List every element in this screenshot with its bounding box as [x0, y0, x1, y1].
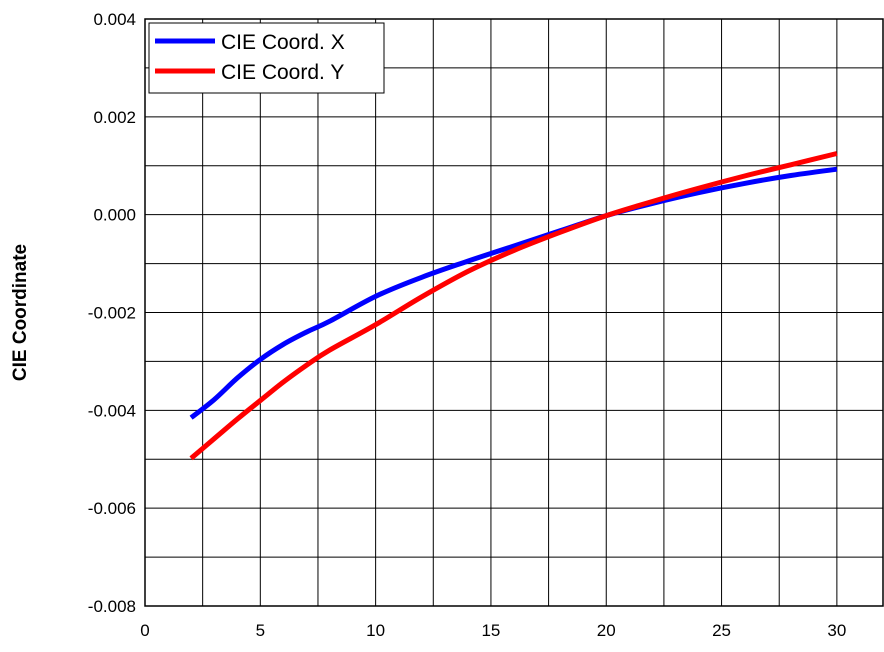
y-tick-label: 0.004	[93, 10, 136, 29]
legend-label: CIE Coord. Y	[221, 61, 344, 84]
y-tick-label: -0.008	[88, 597, 136, 616]
x-tick-label: 5	[256, 621, 265, 640]
series-line-2	[189, 151, 838, 461]
y-tick-label: -0.004	[88, 401, 136, 420]
plot-frame	[144, 18, 884, 607]
legend-label: CIE Coord. X	[221, 31, 345, 54]
series-lines	[189, 151, 838, 461]
x-tick-label: 15	[481, 621, 500, 640]
x-tick-label: 30	[827, 621, 846, 640]
y-tick-label: 0.002	[93, 108, 136, 127]
y-tick-label: -0.006	[88, 499, 136, 518]
legend-box	[148, 22, 385, 94]
x-tick-label: 20	[597, 621, 616, 640]
x-tick-label: 10	[366, 621, 385, 640]
grid	[145, 19, 883, 606]
legend: CIE Coord. X CIE Coord. Y	[148, 22, 385, 94]
y-tick-label: 0.000	[93, 206, 136, 225]
y-tick-label: -0.002	[88, 304, 136, 323]
y-axis-label: CIE Coordinate	[10, 244, 31, 381]
axis-ticks: 0 5 10 15 20 25 30 -0.008 -0.006 -0.004 -0.002 0.00…	[88, 10, 847, 640]
series-line-1	[189, 166, 838, 420]
x-tick-label: 25	[712, 621, 731, 640]
x-tick-label: 0	[140, 621, 149, 640]
